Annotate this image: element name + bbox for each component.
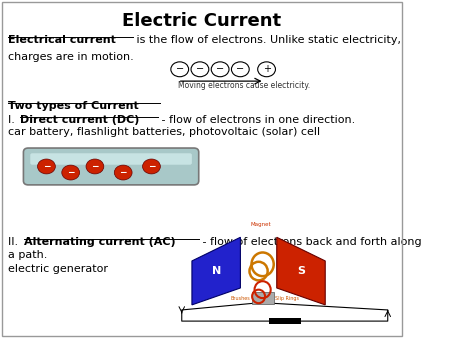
- Text: Moving electrons cause electricity.: Moving electrons cause electricity.: [178, 81, 310, 90]
- Circle shape: [37, 159, 55, 174]
- Text: −: −: [176, 64, 184, 74]
- Text: electric generator: electric generator: [8, 264, 108, 274]
- FancyBboxPatch shape: [252, 292, 274, 304]
- Circle shape: [231, 62, 249, 77]
- Circle shape: [191, 62, 209, 77]
- Text: −: −: [216, 64, 224, 74]
- Text: II.: II.: [8, 237, 22, 247]
- Text: −: −: [119, 168, 127, 177]
- Text: −: −: [148, 162, 155, 171]
- Text: Electric Current: Electric Current: [122, 12, 282, 30]
- Text: +: +: [262, 64, 270, 74]
- Text: Slip Rings: Slip Rings: [275, 296, 299, 300]
- Text: −: −: [196, 64, 204, 74]
- Text: Alternating current (AC): Alternating current (AC): [24, 237, 176, 247]
- Text: a path.: a path.: [8, 250, 47, 260]
- Circle shape: [258, 62, 275, 77]
- Text: −: −: [67, 168, 74, 177]
- Text: Direct current (DC): Direct current (DC): [20, 115, 140, 125]
- Circle shape: [143, 159, 160, 174]
- Text: −: −: [91, 162, 99, 171]
- Text: car battery, flashlight batteries, photovoltaic (solar) cell: car battery, flashlight batteries, photo…: [8, 127, 320, 137]
- Text: - flow of electrons in one direction.: - flow of electrons in one direction.: [158, 115, 356, 125]
- FancyBboxPatch shape: [30, 153, 192, 165]
- Text: Magnet: Magnet: [250, 222, 271, 227]
- Text: I.: I.: [8, 115, 18, 125]
- Circle shape: [114, 165, 132, 180]
- Text: is the flow of electrons. Unlike static electricity,: is the flow of electrons. Unlike static …: [133, 35, 401, 46]
- Text: −: −: [236, 64, 244, 74]
- Text: Two types of Current: Two types of Current: [8, 101, 139, 112]
- Polygon shape: [277, 237, 325, 305]
- Circle shape: [211, 62, 229, 77]
- Text: - flow of electrons back and forth along: - flow of electrons back and forth along: [199, 237, 422, 247]
- Circle shape: [62, 165, 80, 180]
- Text: charges are in motion.: charges are in motion.: [8, 52, 134, 63]
- Text: N: N: [212, 266, 221, 276]
- Text: S: S: [297, 266, 305, 276]
- Bar: [269, 318, 301, 324]
- FancyBboxPatch shape: [23, 148, 199, 185]
- Polygon shape: [192, 237, 240, 305]
- Circle shape: [171, 62, 189, 77]
- Text: −: −: [43, 162, 50, 171]
- Text: Brushes: Brushes: [231, 296, 251, 300]
- Text: Electrical current: Electrical current: [8, 35, 116, 46]
- Circle shape: [86, 159, 104, 174]
